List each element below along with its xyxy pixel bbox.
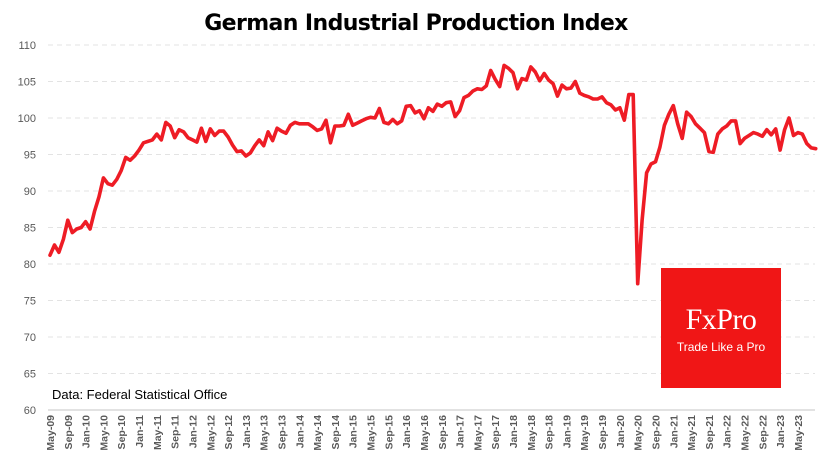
x-axis-ticks: May-09 Sep-09 Jan-10 May-10 Sep-10 Jan-11 May-… [45, 415, 805, 451]
x-tick-label: May-12 [205, 415, 217, 451]
x-tick-label: May-20 [633, 415, 645, 451]
x-tick-label: May-19 [579, 415, 591, 451]
x-tick-label: Jan-18 [508, 415, 520, 448]
x-tick-label: Jan-10 [81, 415, 93, 448]
x-tick-label: Jan-21 [668, 415, 680, 448]
y-tick-label: 105 [18, 77, 36, 89]
x-tick-label: May-18 [526, 415, 538, 451]
x-tick-label: Jan-20 [615, 415, 627, 448]
x-tick-label: Jan-11 [134, 415, 146, 448]
x-tick-label: May-22 [740, 415, 752, 451]
x-tick-label: Jan-12 [187, 415, 199, 448]
x-tick-label: Jan-19 [561, 415, 573, 448]
x-tick-label: Jan-22 [722, 415, 734, 448]
y-tick-label: 75 [24, 296, 36, 308]
x-tick-label: Sep-21 [704, 415, 716, 450]
x-tick-label: Sep-15 [383, 415, 395, 450]
x-tick-label: May-23 [793, 415, 805, 451]
x-tick-label: Jan-23 [775, 415, 787, 448]
x-tick-label: May-14 [312, 415, 324, 451]
x-tick-label: Sep-20 [650, 415, 662, 450]
x-tick-label: Sep-18 [544, 415, 556, 450]
y-tick-label: 95 [24, 150, 36, 162]
x-tick-label: May-09 [45, 415, 57, 451]
series-line-industrial-production [48, 63, 818, 286]
x-tick-label: Jan-17 [455, 415, 467, 448]
chart-title: German Industrial Production Index [204, 11, 628, 36]
x-tick-label: May-10 [98, 415, 110, 451]
y-tick-label: 85 [24, 223, 36, 235]
y-tick-label: 70 [24, 332, 36, 344]
x-tick-label: Sep-12 [223, 415, 235, 450]
x-tick-label: Jan-14 [294, 415, 306, 448]
fxpro-logo: FxPro Trade Like a Pro [661, 268, 781, 388]
logo-tagline: Trade Like a Pro [676, 340, 766, 354]
x-tick-label: Sep-22 [757, 415, 769, 450]
x-tick-label: Sep-19 [597, 415, 609, 450]
x-tick-label: Jan-13 [241, 415, 253, 448]
x-tick-label: Sep-16 [437, 415, 449, 450]
y-tick-label: 60 [24, 405, 36, 417]
x-tick-label: Sep-14 [330, 415, 342, 450]
x-tick-label: Sep-13 [277, 415, 289, 450]
x-tick-label: Sep-17 [490, 415, 502, 450]
y-tick-label: 90 [24, 186, 36, 198]
x-tick-label: Sep-10 [116, 415, 128, 450]
y-tick-label: 110 [18, 40, 36, 52]
x-tick-label: May-17 [472, 415, 484, 451]
x-tick-label: May-13 [259, 415, 271, 451]
x-tick-label: Jan-15 [348, 415, 360, 448]
x-tick-label: Jan-16 [401, 415, 413, 448]
y-tick-label: 65 [24, 369, 36, 381]
x-tick-label: Sep-09 [63, 415, 75, 450]
y-axis-ticks: 60 65 70 75 80 85 90 95 100 105 110 [18, 40, 36, 417]
logo-name: FxPro [685, 303, 757, 336]
x-tick-label: May-11 [152, 415, 164, 450]
x-tick-label: May-15 [366, 415, 378, 451]
x-tick-label: May-16 [419, 415, 431, 451]
x-tick-label: Sep-11 [170, 415, 182, 449]
source-note: Data: Federal Statistical Office [52, 387, 227, 402]
y-tick-label: 100 [18, 113, 36, 125]
x-tick-label: May-21 [686, 415, 698, 451]
y-tick-label: 80 [24, 259, 36, 271]
